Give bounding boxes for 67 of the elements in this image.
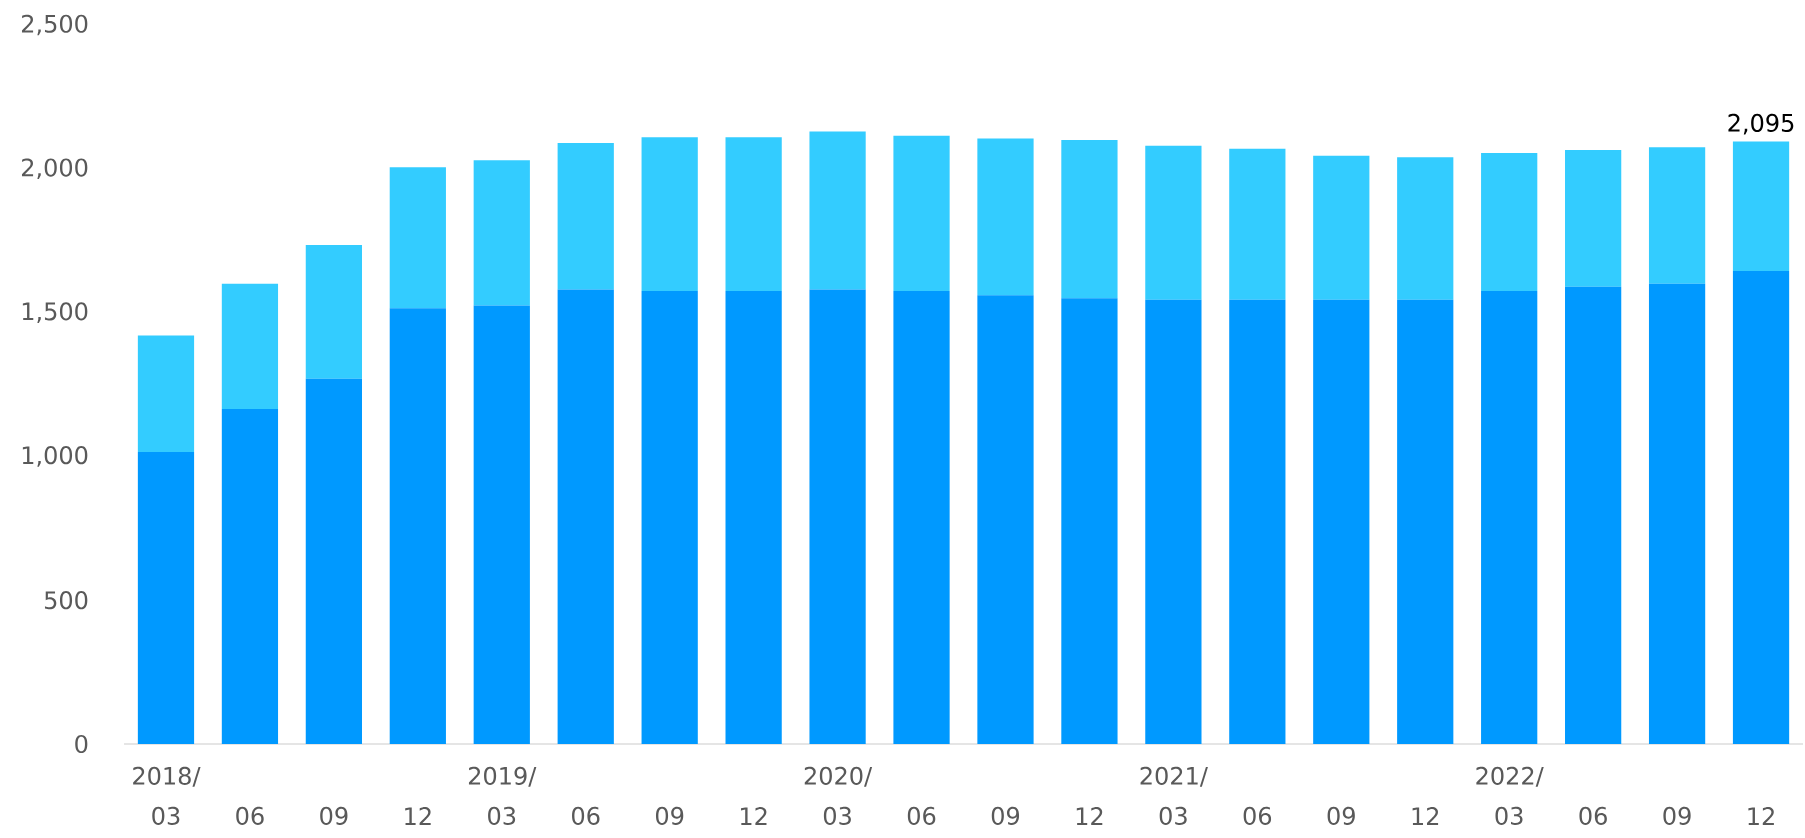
- bar: [893, 135, 950, 292]
- x-tick-label: 12: [1076, 807, 1103, 825]
- bar: [725, 291, 782, 744]
- bar: [305, 378, 362, 744]
- x-tick-label: 12: [740, 807, 767, 825]
- x-tick-label: 09: [1663, 806, 1691, 825]
- x-tick-label: 09: [655, 806, 684, 825]
- y-tick-label: 1,000: [22, 446, 88, 467]
- bar: [473, 305, 530, 744]
- total-label: 2,095: [1728, 113, 1794, 135]
- bar: [1732, 270, 1790, 744]
- x-tick-label: 2019/03: [468, 766, 537, 825]
- bar: [1061, 140, 1118, 299]
- bar: [977, 295, 1034, 744]
- x-tick-label: 09: [320, 806, 348, 825]
- x-tick-label: 2021/03: [1140, 766, 1208, 825]
- x-tick-label: 06: [236, 806, 264, 825]
- bar: [1145, 145, 1202, 300]
- bar: [977, 138, 1034, 296]
- bar: [1313, 299, 1370, 744]
- bar: [809, 289, 866, 744]
- bar: [893, 291, 950, 744]
- bar: [809, 131, 866, 290]
- bar: [1397, 157, 1454, 300]
- x-tick-label: 2018/03: [133, 766, 201, 825]
- x-tick-label: 06: [1579, 806, 1607, 825]
- bar: [1732, 141, 1790, 271]
- bar: [389, 167, 446, 309]
- bar: [1565, 286, 1622, 744]
- bar: [557, 142, 614, 290]
- bar: [1229, 299, 1286, 744]
- bar: [1648, 147, 1706, 284]
- bar: [1648, 283, 1706, 744]
- bar: [305, 245, 362, 379]
- y-tick-label: 500: [44, 591, 88, 610]
- x-tick-label: 12: [1412, 807, 1439, 825]
- bar: [557, 289, 614, 744]
- bar: [221, 408, 279, 744]
- x-tick-label: 06: [907, 806, 936, 825]
- bar: [1145, 299, 1202, 744]
- x-tick-label: 06: [1243, 806, 1272, 825]
- bar: [1397, 299, 1454, 744]
- x-tick-label: 09: [991, 806, 1020, 825]
- bar: [137, 335, 195, 453]
- x-tick-label: 12: [1748, 807, 1774, 825]
- bar: [137, 452, 195, 744]
- bar: [1481, 152, 1538, 292]
- bar: [1061, 298, 1118, 744]
- y-tick-label: 2,500: [21, 14, 88, 36]
- bar: [1565, 150, 1622, 287]
- bar: [221, 283, 279, 409]
- x-tick-label: 2022/03: [1476, 766, 1544, 825]
- x-tick-label: 12: [405, 807, 431, 825]
- bar: [1481, 291, 1538, 744]
- bar: [725, 137, 782, 292]
- bar: [641, 291, 698, 744]
- y-tick-label: 1,500: [22, 302, 88, 323]
- bar: [473, 160, 530, 306]
- y-tick-label: 0: [75, 734, 88, 754]
- bar: [641, 137, 698, 292]
- x-tick-label: 06: [572, 806, 600, 825]
- x-tick-label: 2020/03: [804, 766, 873, 825]
- bar: [1229, 148, 1286, 300]
- bar: [1313, 155, 1370, 300]
- x-tick-label: 09: [1327, 806, 1355, 825]
- bar: [389, 308, 446, 744]
- y-tick-label: 2,000: [21, 158, 88, 180]
